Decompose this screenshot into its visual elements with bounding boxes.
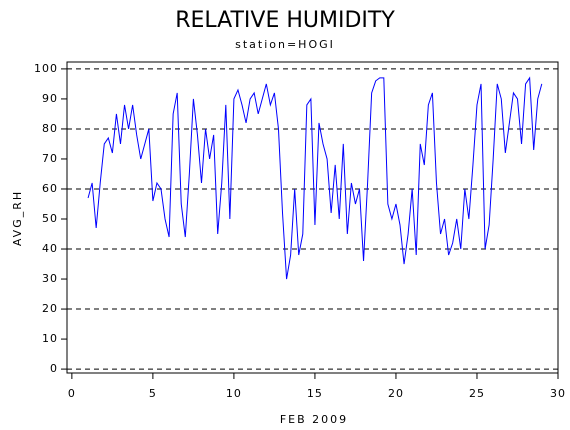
x-axis-label: FEB 2009: [280, 413, 348, 426]
y-tick-label: 40: [42, 242, 58, 255]
y-axis-label: AVG_RH: [11, 190, 24, 246]
x-tick-label: 5: [149, 387, 157, 400]
x-tick-label: 30: [550, 387, 566, 400]
y-tick-label: 80: [42, 122, 58, 135]
y-tick-label: 30: [42, 272, 58, 285]
chart-subtitle: station=HOGI: [235, 38, 335, 51]
y-tick-label: 20: [42, 302, 58, 315]
x-tick-label: 10: [226, 387, 242, 400]
x-tick-label: 0: [68, 387, 76, 400]
y-tick-label: 50: [42, 212, 58, 225]
x-tick-label: 25: [469, 387, 485, 400]
x-tick-label: 15: [307, 387, 323, 400]
x-tick-label: 20: [388, 387, 404, 400]
plot-frame: [66, 61, 559, 374]
y-tick-label: 0: [50, 362, 58, 375]
y-tick-label: 10: [42, 332, 58, 345]
y-tick-label: 60: [42, 182, 58, 195]
y-tick-label: 70: [42, 152, 58, 165]
y-tick-label: 100: [34, 62, 58, 75]
chart-title: RELATIVE HUMIDITY: [175, 8, 395, 33]
y-tick-label: 90: [42, 92, 58, 105]
data-line: [87, 76, 543, 280]
